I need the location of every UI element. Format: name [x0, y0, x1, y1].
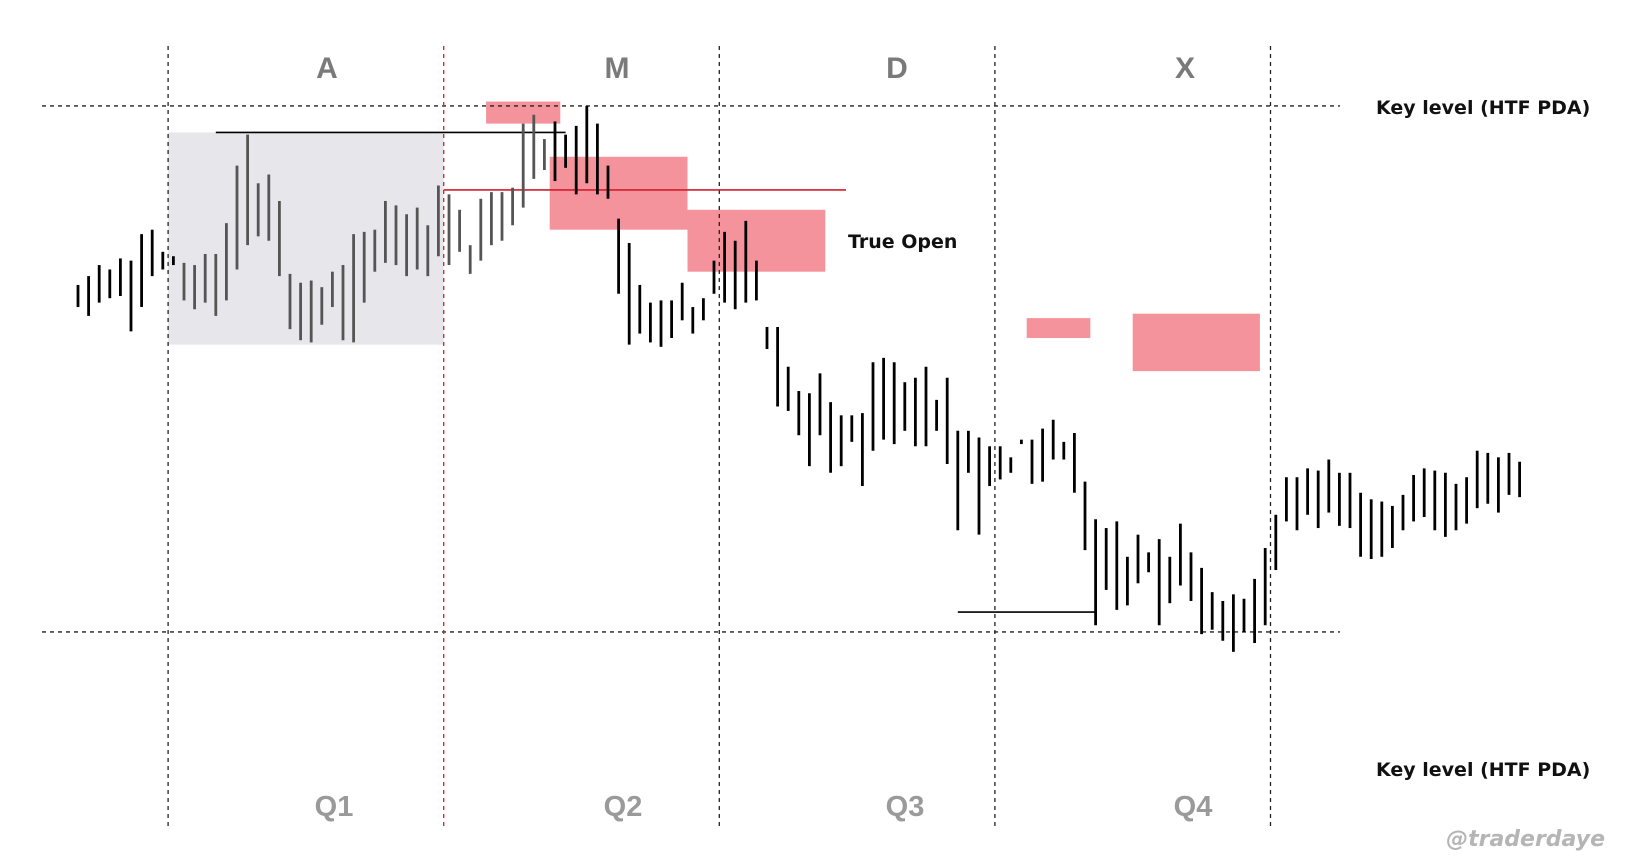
- quarter-label-q2: Q2: [604, 791, 643, 823]
- shaded-zone-2: [549, 156, 688, 230]
- shaded-zone-4: [1026, 318, 1091, 338]
- shaded-zone-1: [486, 101, 561, 124]
- watermark-text: @traderdaye: [1446, 827, 1605, 852]
- price-bars: [76, 105, 1521, 652]
- phase-label-d: D: [886, 52, 908, 85]
- shaded-zone-5: [1132, 313, 1260, 372]
- key-level-label-bottom: Key level (HTF PDA): [1376, 759, 1590, 781]
- true-open-label: True Open: [848, 231, 957, 253]
- phase-label-a: A: [316, 52, 338, 85]
- key-level-label-top: Key level (HTF PDA): [1376, 97, 1590, 119]
- quarter-label-q3: Q3: [886, 791, 925, 823]
- quarter-label-q4: Q4: [1174, 791, 1213, 823]
- phase-label-m: M: [605, 52, 630, 85]
- shaded-zones: [168, 101, 1260, 372]
- accumulation-range-box: [168, 132, 444, 345]
- phase-labels: A M D X: [316, 52, 1195, 85]
- quarter-label-q1: Q1: [315, 791, 354, 823]
- quarter-labels: Q1 Q2 Q3 Q4: [315, 791, 1213, 823]
- phase-label-x: X: [1175, 52, 1195, 85]
- guide-lines: [42, 46, 1340, 826]
